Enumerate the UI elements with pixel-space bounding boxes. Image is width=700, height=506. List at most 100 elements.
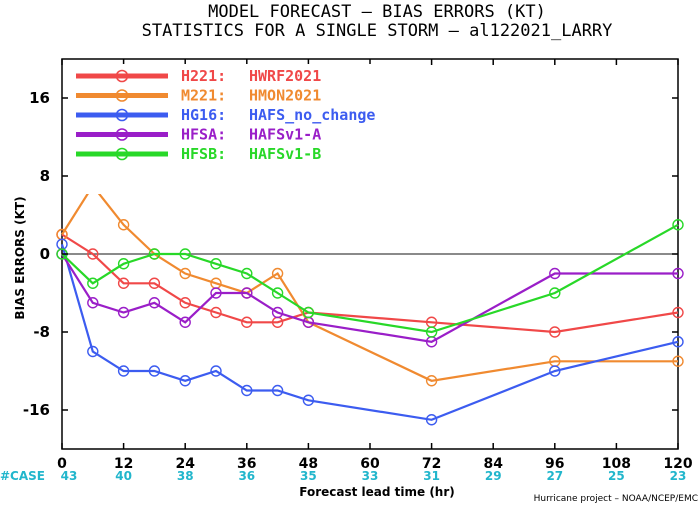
case-count-value: 43: [61, 469, 78, 483]
y-tick-label: 16: [29, 89, 50, 107]
series-line: [61, 233, 679, 334]
data-point: [549, 326, 561, 338]
legend-item: H221: HWRF2021: [76, 67, 321, 85]
series-hfsb: [56, 219, 684, 338]
legend-item: HG16: HAFS_no_change: [76, 106, 375, 124]
data-point: [425, 375, 438, 387]
legend-swatch-marker: [115, 128, 129, 141]
data-point: [148, 297, 161, 309]
data-point: [672, 336, 684, 348]
credit-text: Hurricane project – NOAA/NCEP/EMC: [534, 494, 698, 504]
data-point: [549, 267, 561, 280]
series-h221: [56, 228, 684, 338]
y-tick-label: -8: [33, 323, 50, 341]
data-point: [148, 277, 161, 289]
legend-label: HAFSv1-B: [249, 145, 321, 163]
data-point: [271, 306, 284, 319]
x-tick-label: 84: [483, 456, 503, 472]
data-point: [179, 375, 191, 387]
chart-subtitle: STATISTICS FOR A SINGLE STORM – al122021…: [142, 21, 613, 41]
legend-swatch-marker: [115, 89, 129, 102]
x-tick-label: 60: [360, 456, 380, 472]
data-point: [241, 384, 253, 397]
case-count-row: 43 40 38 36 35 33 31 29 27 25 23: [61, 469, 687, 483]
data-point: [117, 306, 130, 319]
case-count-value: 29: [485, 469, 502, 483]
data-point: [87, 297, 99, 309]
data-point: [117, 219, 130, 231]
data-point: [87, 345, 99, 358]
legend-item: HFSB: HAFSv1-B: [76, 145, 321, 163]
data-point: [672, 267, 684, 280]
legend-background: [68, 64, 420, 194]
legend-code: HFSA:: [181, 126, 226, 144]
data-point: [425, 414, 438, 426]
legend-item: M221: HMON2021: [76, 87, 321, 105]
case-count-value: 27: [546, 469, 563, 483]
case-count-value: 33: [362, 469, 379, 483]
legend-item: HFSA: HAFSv1-A: [76, 126, 321, 144]
data-point: [271, 384, 284, 397]
data-point: [549, 287, 561, 299]
data-point: [271, 267, 284, 280]
data-point: [210, 306, 222, 319]
series-hg16: [56, 238, 684, 426]
data-point: [672, 219, 684, 231]
x-tick-label: 72: [422, 456, 441, 472]
data-point: [302, 306, 315, 319]
x-axis-ticks: 0 12 24 36 48 60 72 84 96 108 120: [57, 59, 693, 472]
x-tick-label: 0: [57, 456, 67, 472]
chart-title: MODEL FORECAST – BIAS ERRORS (KT): [208, 2, 546, 22]
x-tick-label: 24: [175, 456, 195, 472]
legend: H221: HWRF2021 M221: HMON2021 HG16: HAFS_no_c…: [68, 64, 420, 194]
data-point: [179, 267, 191, 280]
data-point: [179, 316, 191, 328]
y-axis-ticks: 16 8 0 -8 -16: [23, 89, 678, 419]
legend-code: HG16:: [181, 106, 226, 124]
x-tick-label: 48: [299, 456, 318, 472]
case-count-label: #CASE: [0, 469, 45, 483]
case-count-value: 25: [608, 469, 625, 483]
legend-code: H221:: [181, 67, 226, 85]
data-point: [672, 355, 684, 367]
data-point: [210, 287, 222, 299]
x-tick-label: 120: [663, 456, 692, 472]
data-point: [179, 297, 191, 309]
data-point: [425, 326, 438, 338]
case-count-value: 38: [177, 469, 194, 483]
case-count-value: 23: [670, 469, 687, 483]
series-group: [56, 180, 684, 426]
data-point: [302, 394, 315, 406]
data-point: [241, 287, 253, 299]
legend-label: HAFS_no_change: [249, 106, 375, 124]
data-point: [210, 365, 222, 377]
data-point: [241, 267, 253, 280]
legend-label: HWRF2021: [249, 67, 321, 85]
series-line: [60, 243, 679, 421]
legend-swatch-marker: [115, 147, 129, 161]
case-count-value: 40: [115, 469, 132, 483]
data-point: [117, 258, 130, 270]
legend-swatch-marker: [115, 69, 129, 83]
data-point: [241, 316, 253, 328]
data-point: [210, 258, 222, 270]
data-point: [117, 277, 130, 289]
y-axis-label: BIAS ERRORS (KT): [13, 196, 27, 319]
legend-label: HMON2021: [249, 87, 321, 105]
data-point: [117, 365, 130, 377]
x-tick-label: 96: [545, 456, 564, 472]
y-tick-label: -16: [23, 401, 50, 419]
data-point: [179, 248, 191, 260]
case-count-value: 36: [238, 469, 255, 483]
x-tick-label: 12: [114, 456, 133, 472]
data-point: [549, 365, 561, 377]
series-line: [61, 223, 679, 334]
case-count-value: 35: [300, 469, 317, 483]
data-point: [148, 365, 161, 377]
legend-swatch-marker: [115, 108, 129, 122]
y-tick-label: 8: [40, 167, 50, 185]
legend-code: HFSB:: [181, 145, 226, 163]
series-line: [61, 183, 678, 382]
y-tick-label: 0: [40, 245, 50, 263]
